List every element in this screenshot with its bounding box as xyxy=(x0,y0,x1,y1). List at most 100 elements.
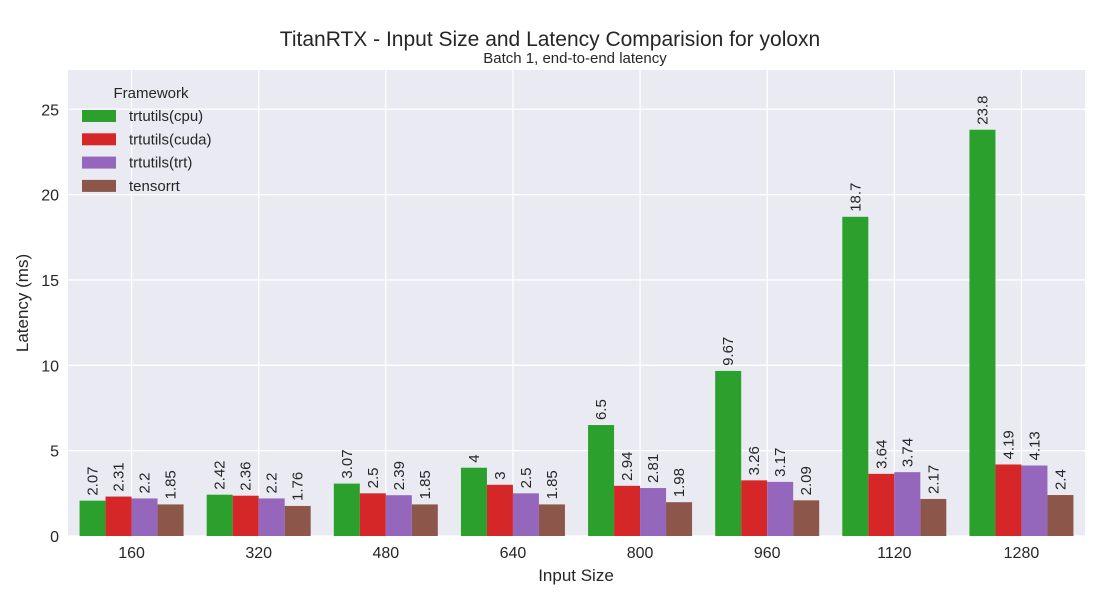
grid-lines xyxy=(68,70,1085,537)
legend-item: trtutils(trt) xyxy=(82,155,192,172)
data-label: 23.8 xyxy=(974,96,991,125)
data-label: 2.42 xyxy=(212,460,229,489)
bar xyxy=(995,464,1022,536)
bar xyxy=(411,504,438,536)
legend-item: trtutils(cuda) xyxy=(82,131,212,148)
data-label: 2.31 xyxy=(111,462,128,491)
bar xyxy=(79,500,106,536)
bar xyxy=(1021,465,1048,536)
bar xyxy=(588,425,615,536)
bar xyxy=(512,493,539,536)
data-label: 3 xyxy=(492,471,509,479)
bar xyxy=(131,498,158,536)
data-label: 2.2 xyxy=(137,473,154,494)
legend-swatch xyxy=(82,133,116,146)
data-label: 9.67 xyxy=(720,337,737,366)
bar xyxy=(715,370,742,536)
data-label: 2.17 xyxy=(925,465,942,494)
y-tick-label: 20 xyxy=(41,188,59,205)
data-label: 2.36 xyxy=(238,462,255,491)
bar xyxy=(385,495,412,536)
y-tick-label: 25 xyxy=(41,102,59,119)
x-tick-label: 800 xyxy=(627,545,654,562)
bar xyxy=(105,496,132,536)
bar xyxy=(640,488,667,536)
bar xyxy=(258,498,285,536)
legend-swatch xyxy=(82,156,116,169)
bar xyxy=(284,505,311,536)
legend-label: trtutils(cpu) xyxy=(129,108,203,125)
bar xyxy=(157,504,184,536)
tick-labels: 0 5 10 15 20 25 160 320 480 640 800 960 1120 1280 xyxy=(41,102,1039,562)
bar xyxy=(868,473,895,536)
y-tick-label: 0 xyxy=(50,529,59,546)
data-label: 1.76 xyxy=(290,472,307,501)
legend-item: trtutils(cpu) xyxy=(82,108,203,125)
legend-title: Framework xyxy=(113,85,189,102)
data-label: 4.19 xyxy=(1000,430,1017,459)
x-axis-label: Input Size xyxy=(538,566,614,585)
data-label: 4 xyxy=(466,454,483,462)
bar xyxy=(206,494,233,536)
data-label: 2.2 xyxy=(264,473,281,494)
data-label: 3.64 xyxy=(873,440,890,469)
bar xyxy=(741,480,768,536)
legend-label: trtutils(trt) xyxy=(129,155,192,172)
data-label: 3.17 xyxy=(772,448,789,477)
x-tick-label: 160 xyxy=(118,545,145,562)
chart-title: TitanRTX - Input Size and Latency Compar… xyxy=(280,28,820,51)
data-label: 1.85 xyxy=(417,470,434,499)
data-label: 2.4 xyxy=(1052,469,1069,490)
data-label: 2.39 xyxy=(391,461,408,490)
x-tick-label: 960 xyxy=(754,545,781,562)
bar xyxy=(538,504,565,536)
data-label: 3.26 xyxy=(746,446,763,475)
bar xyxy=(894,472,921,536)
data-label: 4.13 xyxy=(1026,431,1043,460)
chart-subtitle: Batch 1, end-to-end latency xyxy=(483,50,667,67)
legend-item: tensorrt xyxy=(82,178,181,195)
bar xyxy=(666,502,693,536)
bar xyxy=(1047,495,1074,536)
data-label: 6.5 xyxy=(593,399,610,420)
y-axis-label: Latency (ms) xyxy=(13,254,32,352)
x-tick-label: 1280 xyxy=(1004,545,1040,562)
bar xyxy=(359,493,386,536)
bar xyxy=(614,485,641,536)
y-tick-label: 5 xyxy=(50,444,59,461)
bars-group: 2.07 2.42 3.07 4 6.5 9.67 18.7 23.8 2.31 2.36 2.5 3… xyxy=(79,96,1074,537)
legend-swatch xyxy=(82,179,116,192)
y-tick-label: 10 xyxy=(41,358,59,375)
bar xyxy=(793,500,820,536)
data-label: 1.85 xyxy=(163,470,180,499)
data-label: 3.07 xyxy=(339,449,356,478)
x-tick-label: 640 xyxy=(500,545,527,562)
data-label: 18.7 xyxy=(847,183,864,212)
bar xyxy=(842,216,869,537)
bar xyxy=(486,484,513,536)
legend-label: trtutils(cuda) xyxy=(129,131,212,148)
data-label: 2.07 xyxy=(85,466,102,495)
data-label: 2.81 xyxy=(645,454,662,483)
x-tick-label: 1120 xyxy=(877,545,912,562)
legend: Framework trtutils(cpu) trtutils(cuda) trtu… xyxy=(82,85,212,195)
data-label: 2.94 xyxy=(619,452,636,481)
x-tick-label: 480 xyxy=(372,545,399,562)
data-label: 1.98 xyxy=(671,468,688,497)
data-label: 2.5 xyxy=(518,467,535,488)
y-tick-label: 15 xyxy=(41,273,59,290)
bar xyxy=(920,498,947,536)
bar xyxy=(767,481,794,536)
bar xyxy=(232,495,259,536)
bar xyxy=(333,483,360,536)
data-label: 1.85 xyxy=(544,470,561,499)
legend-swatch xyxy=(82,110,116,122)
legend-label: tensorrt xyxy=(129,178,181,195)
bar xyxy=(969,129,996,536)
data-label: 3.74 xyxy=(899,438,916,467)
plot-area xyxy=(68,70,1085,536)
data-label: 2.5 xyxy=(365,467,382,488)
data-label: 2.09 xyxy=(798,466,815,495)
x-tick-label: 320 xyxy=(245,545,272,562)
